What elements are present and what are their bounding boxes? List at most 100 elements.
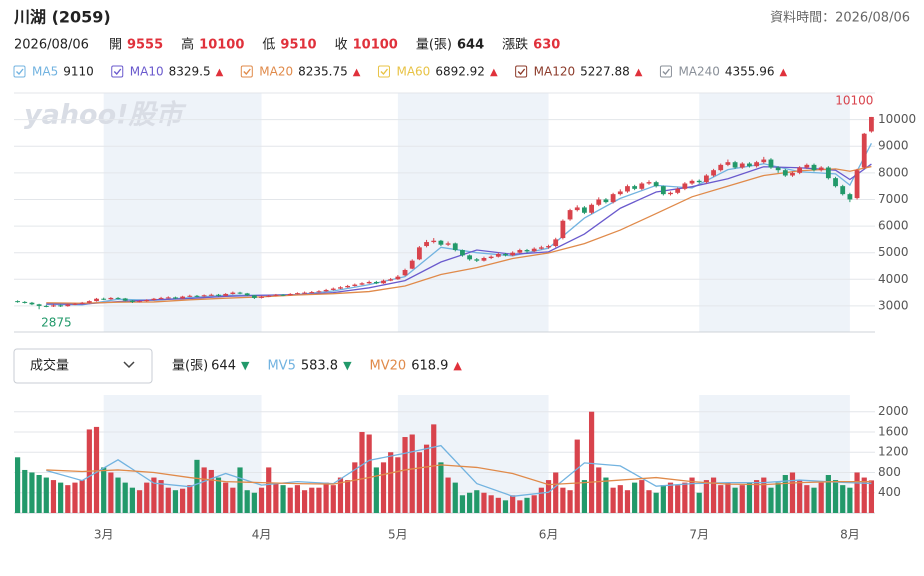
volume-bar (531, 495, 537, 513)
candle-body (517, 250, 523, 253)
volume-bar (804, 485, 810, 513)
legend-check (113, 68, 122, 76)
volume-bar (237, 467, 243, 513)
legend-checkbox[interactable] (13, 65, 26, 78)
candle-body (129, 300, 135, 302)
candle-body (725, 162, 731, 165)
volume-bar (431, 424, 437, 513)
legend-arrow: ▲ (216, 67, 224, 78)
candle-body (632, 186, 638, 189)
candle-body (266, 295, 272, 297)
candle-body (467, 255, 473, 260)
legend-value: 8329.5 (169, 65, 211, 79)
candle-body (574, 207, 580, 211)
candle-body (854, 170, 860, 199)
candle-body (567, 210, 573, 220)
volume-bar (689, 477, 695, 513)
dropdown-label[interactable]: 成交量 (30, 358, 69, 374)
volume-bar (244, 490, 250, 513)
volume-bar (101, 467, 107, 513)
candle-body (797, 167, 803, 173)
candle-body (94, 298, 99, 302)
legend-checkbox[interactable] (377, 65, 390, 78)
y-tick-label: 400 (878, 485, 901, 499)
candle-body (495, 254, 501, 257)
volume-bar (194, 459, 200, 513)
y-tick-label: 2000 (878, 404, 909, 418)
candle-body (144, 300, 150, 302)
volume-bar (517, 500, 523, 513)
legend-name: MA120 (534, 65, 575, 79)
volume-bar (660, 485, 666, 513)
volume-bar (632, 482, 638, 513)
candle-body (646, 182, 652, 184)
y-tick-label: 10000 (878, 112, 916, 126)
candle-body (381, 280, 386, 284)
volume-bar (258, 487, 265, 513)
stock-title: 川湖 (2059) (13, 8, 111, 27)
candle-body (869, 116, 874, 132)
candle-body (804, 164, 810, 168)
volume-bar (115, 477, 121, 513)
legend-checkbox[interactable] (659, 65, 672, 78)
volume-bar (416, 452, 422, 513)
legend-checkbox[interactable] (240, 65, 253, 78)
candle-body (345, 285, 351, 288)
volume-bar (158, 480, 164, 513)
candle-body (72, 303, 78, 305)
candle-body (682, 183, 688, 189)
volume-bar (208, 469, 214, 513)
candle-body (603, 199, 609, 203)
y-tick-label: 7000 (878, 192, 909, 206)
volume-bar (553, 472, 559, 513)
candle-body (703, 175, 709, 183)
candle-body (617, 191, 623, 195)
volume-bar (768, 487, 774, 513)
candle-body (29, 302, 35, 305)
volume-bar (495, 497, 501, 513)
candle-body (137, 301, 142, 303)
candle-body (782, 170, 788, 176)
candle-body (653, 182, 659, 187)
y-tick-label: 4000 (878, 272, 909, 286)
candle-body (287, 293, 293, 296)
legend-checkbox[interactable] (515, 65, 528, 78)
volume-bar (14, 457, 21, 513)
volume-bar (811, 487, 817, 513)
candle-body (280, 294, 286, 296)
legend-check (380, 68, 389, 76)
y-tick-label: 1200 (878, 445, 909, 459)
candle-body (438, 240, 444, 245)
volume-bar (136, 490, 143, 513)
candle-body (122, 298, 128, 301)
candle-body (187, 295, 193, 297)
candle-body (151, 298, 157, 301)
candle-body (775, 167, 781, 171)
volume-bar (825, 475, 831, 513)
candle-body (244, 293, 250, 296)
month-shade (397, 93, 549, 332)
volume-bar (639, 480, 645, 513)
legend-checkbox[interactable] (111, 65, 124, 78)
volume-bar (352, 462, 358, 513)
candle-body (323, 289, 329, 292)
volume-bar (72, 482, 78, 513)
quote-label: 收 (335, 38, 348, 53)
quote-date: 2026/08/06 (14, 38, 89, 53)
y-tick-label: 9000 (878, 139, 909, 153)
quote-label: 高 (181, 37, 194, 53)
x-tick-label: 3月 (94, 528, 114, 542)
volume-bar (129, 487, 135, 513)
indicator-dropdown[interactable] (13, 348, 153, 384)
candle-body (689, 180, 695, 184)
volume-bar (789, 472, 796, 513)
volume-bar (861, 477, 867, 513)
volume-ma-line (46, 444, 872, 497)
candle-body (43, 305, 49, 307)
ma-line (46, 143, 872, 306)
candle-body (818, 167, 824, 171)
legend-value: 8235.75 (298, 65, 348, 79)
candle-body (158, 297, 164, 299)
volume-bar (718, 485, 724, 513)
